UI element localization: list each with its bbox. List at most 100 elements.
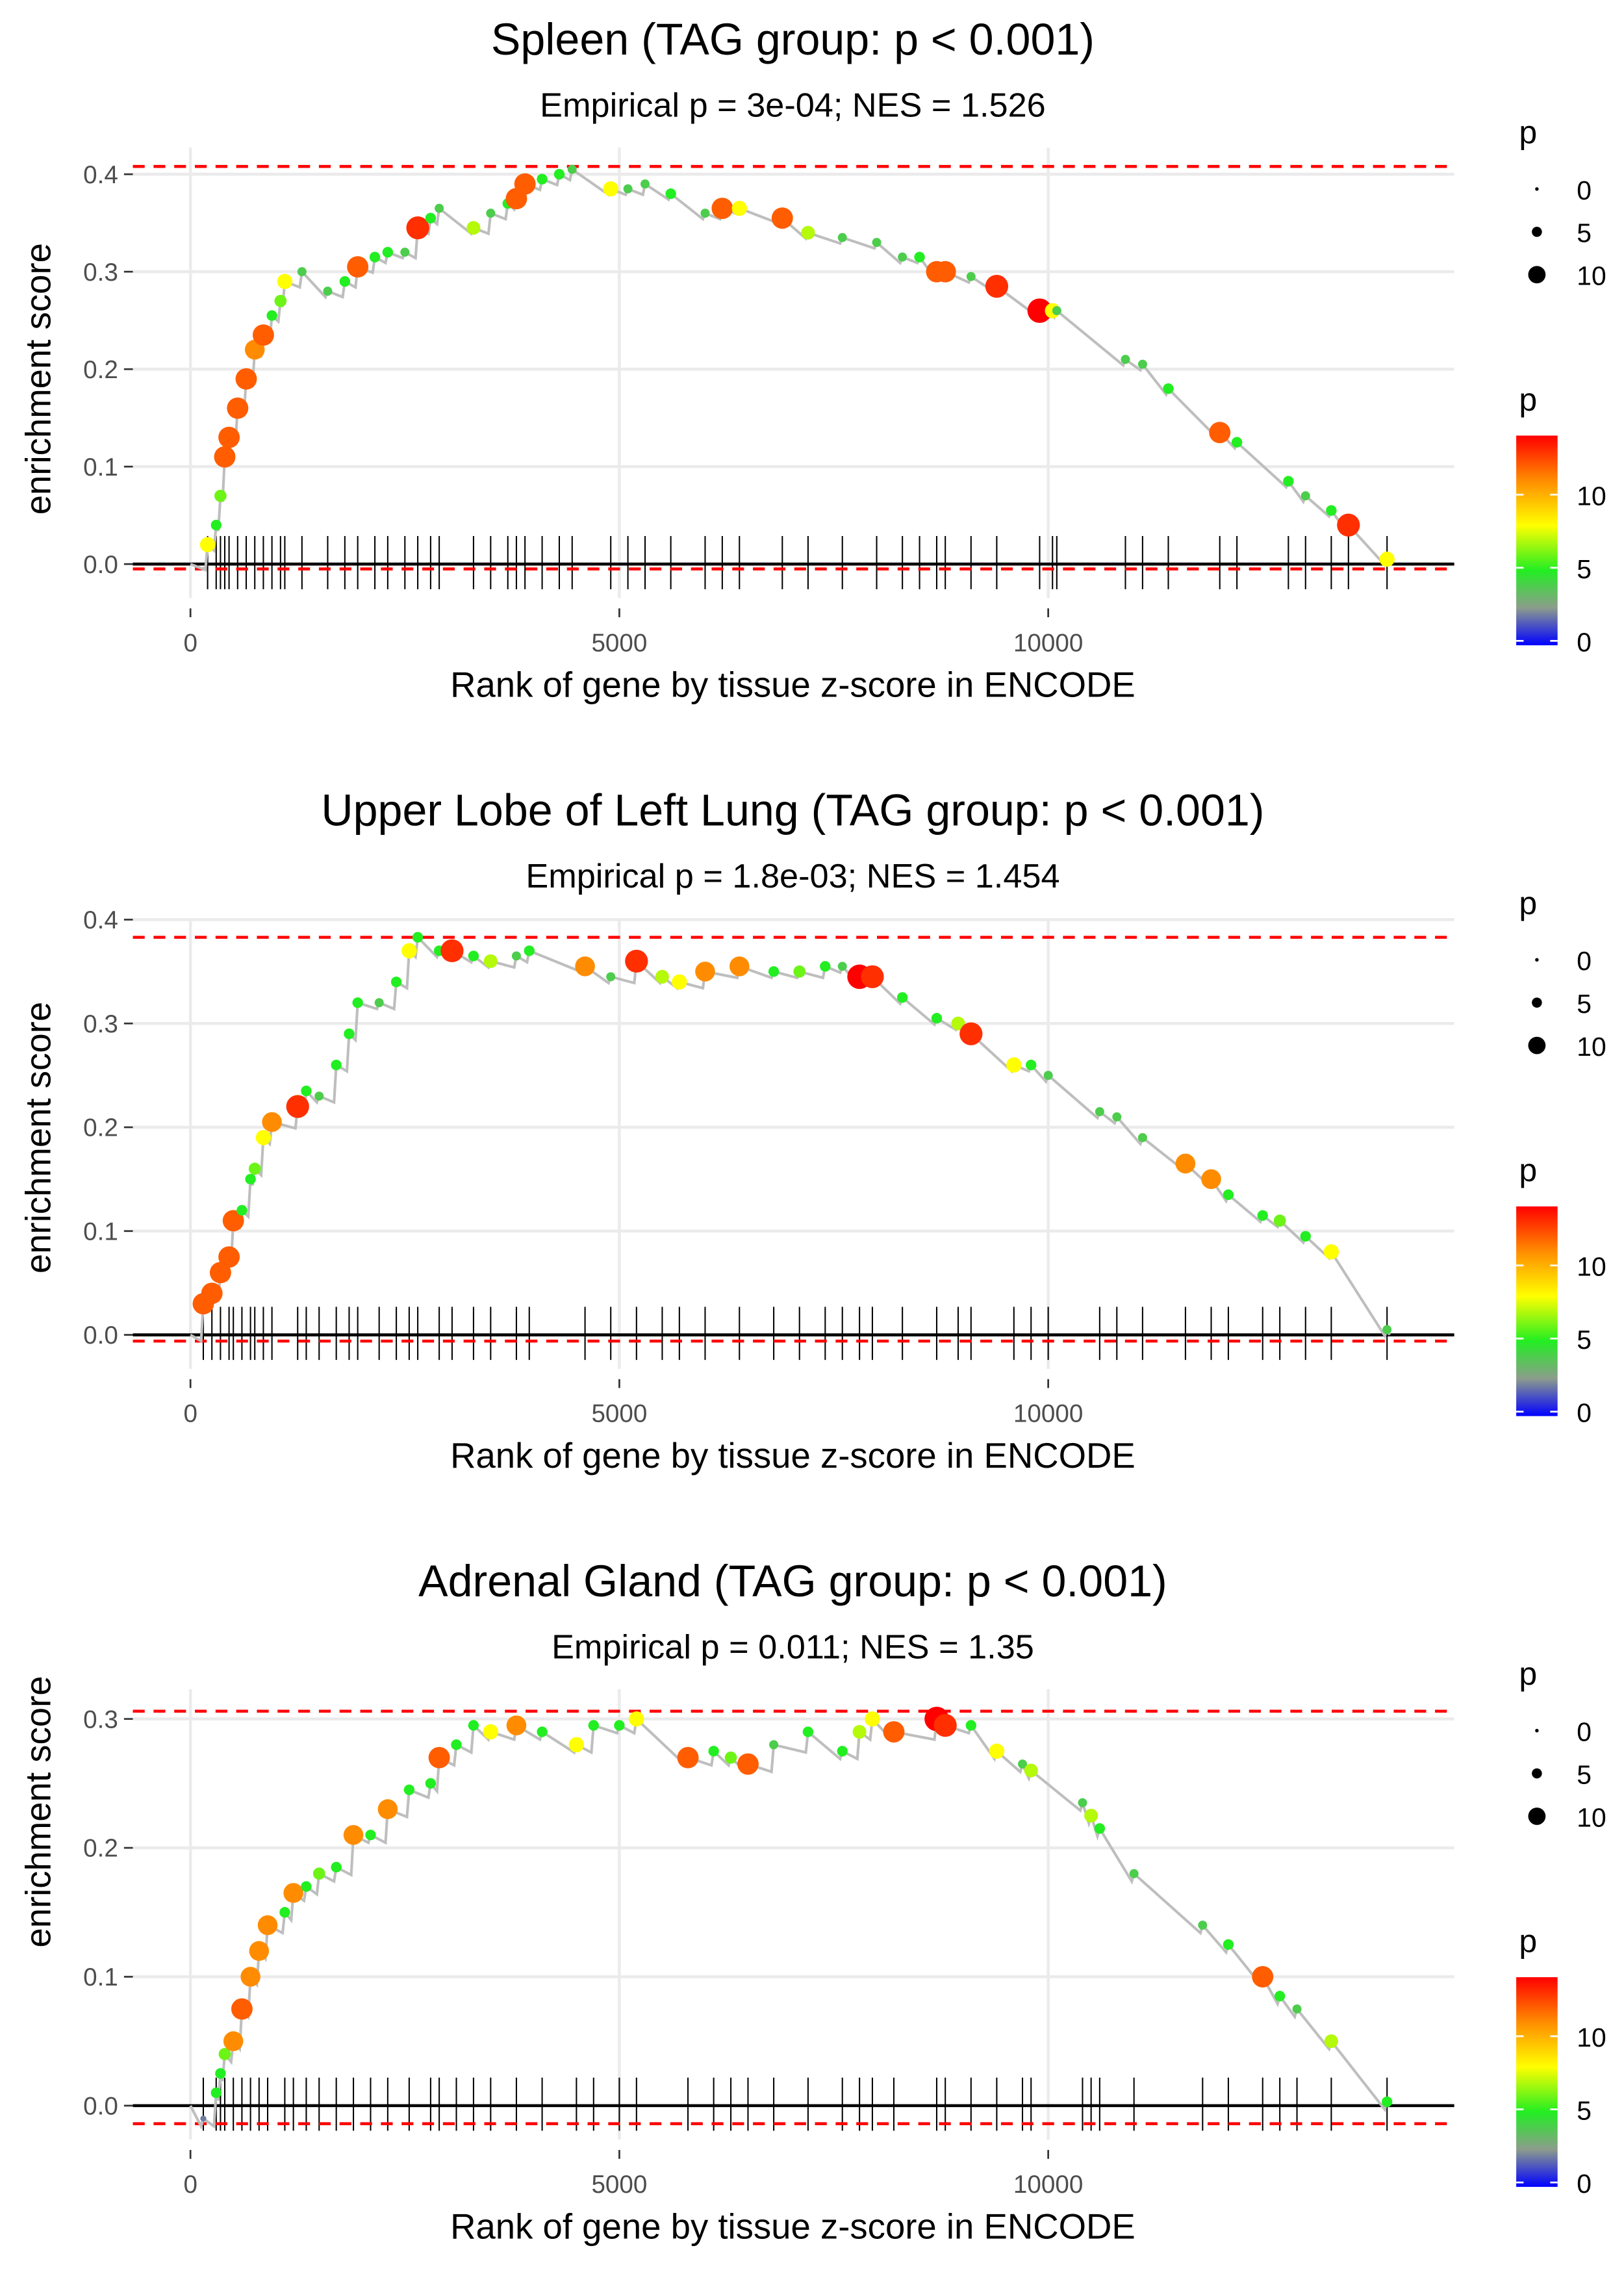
gene-point [883,1721,905,1743]
gene-point [223,2031,244,2051]
gene-point [483,1724,499,1740]
gene-point [218,2048,231,2060]
y-axis-label: enrichment score [18,243,58,515]
y-tick-label: 0.2 [83,1835,118,1863]
gene-point [209,1262,231,1284]
gene-point [199,537,216,552]
gene-point [603,181,618,197]
gene-point [852,1724,867,1739]
gene-point [252,324,274,346]
gene-point [1337,513,1360,537]
gene-point [227,397,249,419]
gene-point [483,954,498,968]
panel-3: Adrenal Gland (TAG group: p < 0.001) Empi… [18,1557,1606,2247]
gene-point [214,446,236,468]
gene-point [1209,422,1231,444]
gene-point [1324,2034,1338,2049]
y-tick-label: 0.1 [83,1963,118,1991]
gene-point [737,1753,759,1775]
color-legend-title: p [1519,1923,1537,1960]
gene-point [374,998,384,1008]
chart-subtitle: Empirical p = 1.8e-03; NES = 1.454 [526,858,1059,895]
gene-point [369,251,381,262]
gene-point [1273,1214,1286,1227]
gene-point [1231,437,1243,448]
gene-point [240,1967,260,1987]
gene-point [625,949,648,973]
gene-point [377,1799,398,1819]
color-legend-label: 5 [1577,2096,1592,2126]
gene-point [245,1173,256,1185]
color-legend-label: 0 [1577,627,1592,657]
gene-point [266,310,277,321]
gene-point [1274,1991,1286,2002]
gene-point [218,1246,240,1268]
gene-point [235,368,257,390]
gene-point [401,943,417,959]
gene-point [262,1112,282,1132]
gene-point [218,426,240,448]
gene-point [339,276,351,287]
x-tick-label: 10000 [1013,1400,1083,1428]
gene-point [933,1713,957,1737]
gene-point [553,169,565,180]
gene-point [352,997,363,1008]
gene-point [1382,2096,1393,2108]
gene-point [724,1751,737,1764]
gene-point [231,1998,253,2020]
gene-point [301,1085,312,1097]
y-tick-label: 0.0 [83,551,118,579]
gene-point [277,274,293,289]
gene-point [428,1746,450,1769]
gene-point [403,1784,415,1795]
y-tick-label: 0.0 [83,1322,118,1349]
y-tick-label: 0.4 [83,161,118,189]
x-tick-label: 5000 [591,2171,647,2199]
gene-point [486,209,496,218]
gene-point [1026,1059,1037,1071]
color-bar [1516,435,1558,646]
gene-point [575,956,595,977]
gene-point [1223,1939,1234,1950]
gene-point [1163,383,1174,394]
gene-point [347,256,369,278]
chart-title: Upper Lobe of Left Lung (TAG group: p < … [321,786,1264,835]
color-legend-label: 5 [1577,554,1592,584]
size-legend-label: 10 [1577,1032,1606,1062]
size-legend-key [1528,1036,1546,1054]
x-tick-label: 0 [183,1400,197,1428]
gene-point [1326,505,1337,516]
gene-point [1300,491,1310,501]
size-legend-key [1532,227,1542,237]
gene-point [1198,1921,1208,1930]
gene-point [248,1162,261,1175]
size-legend-key [1535,187,1539,191]
gene-point [801,225,815,240]
gene-point [537,1726,548,1737]
gene-point [214,489,227,502]
gene-point [700,209,710,218]
x-axis-label: Rank of gene by tissue z-score in ENCODE [450,2206,1136,2246]
gene-point [1137,359,1147,369]
gene-point [297,267,307,277]
panel-1: Spleen (TAG group: p < 0.001) Empirical p… [18,15,1606,705]
gene-point [914,251,925,262]
gene-point [837,962,847,971]
gene-point [623,184,633,194]
gene-point [865,1711,880,1727]
gene-point [1121,355,1130,364]
color-legend-label: 0 [1577,2169,1592,2199]
gene-point [695,962,715,982]
gene-point [1379,551,1395,567]
gene-point [343,1824,364,1845]
gene-point [655,969,669,984]
gene-point [1223,1189,1234,1201]
gene-point [210,520,222,531]
gene-point [1112,1112,1122,1122]
gene-point [629,1711,644,1727]
size-legend-title: p [1519,1655,1537,1692]
color-legend-label: 10 [1577,481,1606,511]
gene-point [435,203,444,213]
x-tick-label: 10000 [1013,629,1083,657]
